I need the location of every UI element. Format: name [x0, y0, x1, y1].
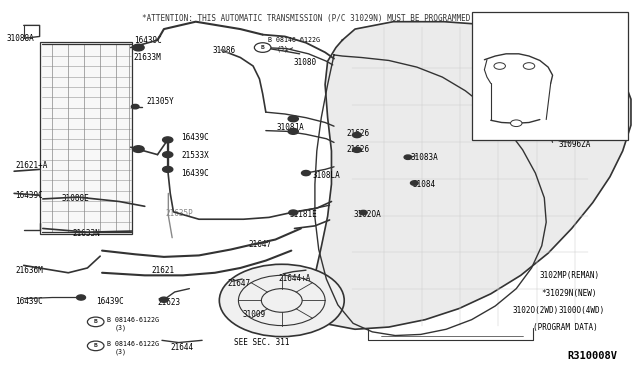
- Circle shape: [163, 137, 173, 143]
- Circle shape: [495, 31, 504, 36]
- Text: 21533X: 21533X: [181, 151, 209, 160]
- Text: 16439C: 16439C: [181, 133, 209, 142]
- Text: 31096ZA: 31096ZA: [559, 140, 591, 149]
- Circle shape: [404, 155, 412, 160]
- Text: 31009: 31009: [243, 310, 266, 319]
- Text: *ATTENTION: THIS AUTOMATIC TRANSMISSION (P/C 31029N) MUST BE PROGRAMMED.: *ATTENTION: THIS AUTOMATIC TRANSMISSION …: [141, 14, 475, 23]
- Circle shape: [494, 62, 506, 69]
- Text: 16439C: 16439C: [15, 191, 43, 200]
- Text: B: B: [94, 320, 97, 324]
- Text: (3): (3): [115, 349, 127, 355]
- Circle shape: [288, 128, 298, 134]
- Text: 21621+A: 21621+A: [15, 161, 48, 170]
- Text: 21623: 21623: [157, 298, 180, 307]
- Circle shape: [301, 170, 310, 176]
- Text: 21633N: 21633N: [73, 229, 100, 238]
- Circle shape: [353, 147, 362, 153]
- Circle shape: [88, 341, 104, 351]
- Bar: [472, 13, 628, 140]
- Text: 31080: 31080: [293, 58, 316, 67]
- Text: 21305Y: 21305Y: [147, 97, 175, 106]
- Circle shape: [132, 146, 144, 153]
- Text: 3108LA: 3108LA: [312, 171, 340, 180]
- Text: 21626: 21626: [347, 129, 370, 138]
- Circle shape: [410, 181, 418, 185]
- Text: 21644: 21644: [170, 343, 193, 352]
- Circle shape: [288, 116, 298, 122]
- Text: SEE SEC. 311: SEE SEC. 311: [234, 339, 289, 347]
- Circle shape: [289, 210, 298, 215]
- Circle shape: [353, 132, 362, 138]
- Text: 31088A: 31088A: [6, 34, 34, 43]
- Text: 16439C: 16439C: [134, 36, 162, 45]
- Circle shape: [132, 44, 144, 51]
- Text: 21644+A: 21644+A: [278, 274, 311, 283]
- Circle shape: [163, 152, 173, 158]
- Circle shape: [360, 211, 367, 215]
- Circle shape: [511, 120, 522, 126]
- Text: (3): (3): [115, 325, 127, 331]
- Text: 21621: 21621: [151, 266, 174, 275]
- Polygon shape: [312, 22, 631, 329]
- Text: (PROGRAM DATA): (PROGRAM DATA): [534, 323, 598, 331]
- Bar: [40, 42, 132, 234]
- Text: 21635P: 21635P: [166, 209, 193, 218]
- Circle shape: [159, 297, 168, 302]
- Text: 31082E: 31082E: [519, 75, 547, 84]
- Text: 31181E: 31181E: [289, 210, 317, 219]
- Text: (3): (3): [276, 45, 289, 52]
- Text: 31083A: 31083A: [410, 153, 438, 162]
- Text: 31084: 31084: [412, 180, 436, 189]
- Text: 16439C: 16439C: [181, 169, 209, 177]
- Circle shape: [163, 166, 173, 172]
- Text: 16439C: 16439C: [96, 297, 124, 306]
- Text: 21633M: 21633M: [134, 53, 162, 62]
- Text: 16439C: 16439C: [15, 297, 43, 306]
- Text: 31088E: 31088E: [62, 195, 90, 203]
- Text: 3108JA: 3108JA: [276, 123, 305, 132]
- Text: B 08146-6122G: B 08146-6122G: [268, 37, 320, 43]
- Text: 31082E: 31082E: [550, 36, 579, 45]
- Circle shape: [220, 264, 344, 337]
- Circle shape: [77, 295, 86, 300]
- Circle shape: [88, 317, 104, 327]
- Text: *31029N(NEW): *31029N(NEW): [541, 289, 597, 298]
- Text: 3102O(2WD): 3102O(2WD): [513, 306, 559, 315]
- Text: 3102MP(REMAN): 3102MP(REMAN): [540, 271, 600, 280]
- Circle shape: [131, 105, 139, 109]
- Text: B: B: [260, 45, 264, 50]
- Text: 21647: 21647: [248, 240, 272, 249]
- Text: B 08146-6122G: B 08146-6122G: [106, 317, 159, 323]
- Text: 3100O(4WD): 3100O(4WD): [559, 306, 605, 315]
- Text: B 08146-6122G: B 08146-6122G: [106, 341, 159, 347]
- Text: 21647: 21647: [228, 279, 251, 288]
- Text: R310008V: R310008V: [567, 351, 617, 361]
- Text: 21636M: 21636M: [15, 266, 43, 275]
- Text: 31069: 31069: [529, 134, 552, 143]
- Circle shape: [254, 43, 271, 52]
- Text: B: B: [94, 343, 97, 348]
- Text: 31082U: 31082U: [487, 31, 515, 40]
- Circle shape: [524, 62, 535, 69]
- Text: 21626: 21626: [347, 145, 370, 154]
- Text: 31086: 31086: [213, 46, 236, 55]
- Text: 3102OA: 3102OA: [353, 210, 381, 219]
